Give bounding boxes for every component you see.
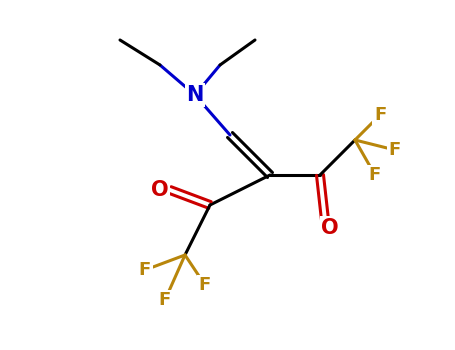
Text: F: F [199, 276, 211, 294]
Text: F: F [374, 106, 386, 124]
Text: N: N [186, 85, 204, 105]
Text: F: F [369, 166, 381, 184]
Text: O: O [151, 180, 169, 200]
Text: O: O [321, 218, 339, 238]
Text: F: F [389, 141, 401, 159]
Text: F: F [139, 261, 151, 279]
Text: F: F [159, 291, 171, 309]
